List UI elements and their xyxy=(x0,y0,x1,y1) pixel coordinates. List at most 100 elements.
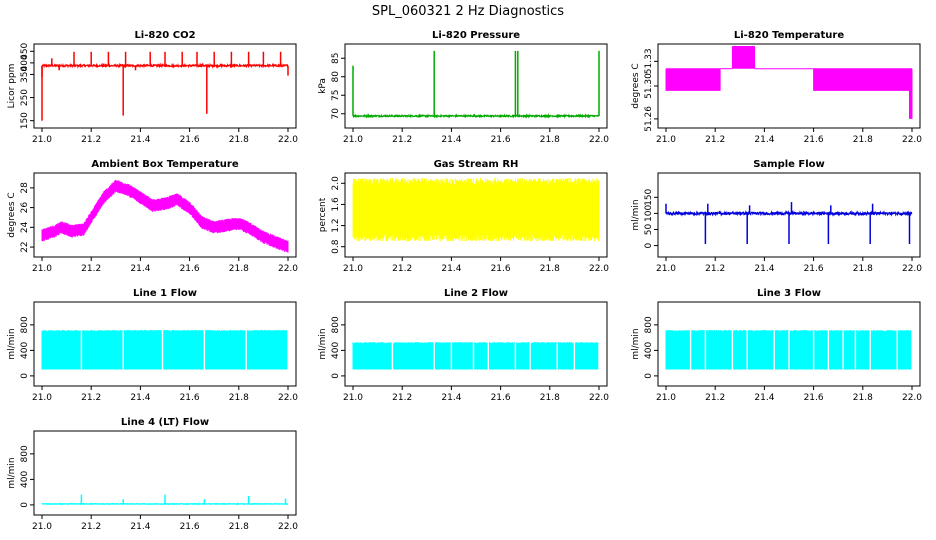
x-tick-label: 21.4 xyxy=(130,135,150,145)
y-tick-label: 51.30 xyxy=(644,73,654,99)
y-tick-label: 150 xyxy=(20,112,30,129)
x-tick-label: 21.2 xyxy=(705,393,725,403)
x-tick-label: 22.0 xyxy=(589,135,609,145)
x-tick-label: 21.2 xyxy=(392,393,412,403)
series-band xyxy=(41,330,288,370)
x-tick-label: 21.8 xyxy=(540,393,560,403)
y-axis-label: kPa xyxy=(318,78,328,94)
chart-panel: Li-820 Temperature 21.0 21.2 21.4 21.6 21.8 22… xyxy=(631,30,922,145)
y-tick-label: 100 xyxy=(644,205,654,222)
x-tick-label: 22.0 xyxy=(278,393,298,403)
x-tick-label: 21.4 xyxy=(130,264,150,274)
chart-panel: Line 4 (LT) Flow 21.0 21.2 21.4 21.6 21.8 22.0… xyxy=(7,417,298,532)
x-tick-label: 21.2 xyxy=(705,264,725,274)
x-tick-label: 21.2 xyxy=(705,135,725,145)
chart-panel: Li-820 CO2 21.0 21.2 21.4 21.6 21.8 22.0 150 250… xyxy=(7,30,298,145)
y-tick-label: 70 xyxy=(331,108,341,120)
x-tick-label: 21.0 xyxy=(343,393,363,403)
x-tick-label: 22.0 xyxy=(278,522,298,532)
x-tick-label: 21.8 xyxy=(540,135,560,145)
y-axis-label: Licor ppm xyxy=(7,64,17,109)
y-axis-label: ml/min xyxy=(631,199,641,230)
series-band xyxy=(352,178,600,242)
x-tick-label: 21.0 xyxy=(32,135,52,145)
chart-title: Line 4 (LT) Flow xyxy=(121,417,209,428)
y-axis-label: percent xyxy=(318,197,328,232)
chart-title: Li-820 Temperature xyxy=(734,30,844,41)
y-tick-label: 0.8 xyxy=(331,239,341,254)
x-tick-label: 22.0 xyxy=(589,393,609,403)
plot-frame xyxy=(33,430,297,516)
y-tick-label: 50 xyxy=(644,223,654,235)
y-tick-label: 26 xyxy=(20,202,30,214)
y-axis-label: ml/min xyxy=(7,457,17,488)
plot-frame xyxy=(344,301,608,387)
y-tick-label: 350 xyxy=(20,66,30,83)
x-tick-label: 21.0 xyxy=(656,393,676,403)
y-tick-label: 51.26 xyxy=(644,106,654,132)
series-band xyxy=(352,342,599,370)
series-segment xyxy=(731,46,756,69)
y-tick-label: 2.0 xyxy=(331,176,341,191)
x-tick-label: 21.8 xyxy=(853,135,873,145)
chart-title: Line 3 Flow xyxy=(757,288,821,299)
x-tick-label: 21.0 xyxy=(343,264,363,274)
chart-panel: Sample Flow 21.0 21.2 21.4 21.6 21.8 22.0 0 5010… xyxy=(631,159,922,274)
plot-frame xyxy=(344,172,608,258)
x-tick-label: 21.6 xyxy=(804,264,824,274)
x-tick-label: 21.6 xyxy=(180,522,200,532)
x-tick-label: 21.4 xyxy=(754,135,774,145)
data-series xyxy=(665,330,912,370)
x-tick-label: 21.4 xyxy=(441,264,461,274)
x-tick-label: 21.0 xyxy=(656,135,676,145)
series-segment xyxy=(665,68,721,91)
y-tick-label: 28 xyxy=(20,182,30,194)
chart-title: Line 1 Flow xyxy=(133,288,197,299)
series-line xyxy=(352,112,600,119)
y-axis-label: ml/min xyxy=(318,328,328,359)
x-tick-label: 21.2 xyxy=(81,264,101,274)
series-segment xyxy=(813,68,910,91)
x-tick-label: 21.8 xyxy=(853,393,873,403)
y-tick-label: 22 xyxy=(20,241,30,252)
x-tick-label: 21.6 xyxy=(491,135,511,145)
x-tick-label: 22.0 xyxy=(589,264,609,274)
x-tick-label: 21.4 xyxy=(441,393,461,403)
x-tick-label: 21.8 xyxy=(229,393,249,403)
y-tick-label: 250 xyxy=(20,89,30,106)
y-tick-label: 400 xyxy=(644,342,654,359)
x-tick-label: 21.0 xyxy=(343,135,363,145)
x-tick-label: 21.2 xyxy=(392,135,412,145)
chart-title: Li-820 CO2 xyxy=(134,30,195,41)
y-tick-label: 400 xyxy=(20,342,30,359)
y-tick-label: 85 xyxy=(331,53,341,64)
y-axis-label: degrees C xyxy=(7,192,17,237)
x-tick-label: 21.0 xyxy=(656,264,676,274)
y-axis-label: degrees C xyxy=(631,63,641,108)
x-tick-label: 21.0 xyxy=(32,264,52,274)
series-segment xyxy=(909,68,913,119)
x-tick-label: 21.4 xyxy=(130,522,150,532)
chart-title: Ambient Box Temperature xyxy=(91,159,238,170)
x-tick-label: 22.0 xyxy=(278,264,298,274)
chart-panel: Line 1 Flow 21.0 21.2 21.4 21.6 21.8 22.0 0 400 8… xyxy=(7,288,298,403)
data-series xyxy=(41,51,289,121)
x-tick-label: 21.8 xyxy=(229,135,249,145)
y-tick-label: 450 xyxy=(20,42,30,59)
plot-frame xyxy=(657,172,921,258)
y-tick-label: 0 xyxy=(644,242,654,248)
y-tick-label: 400 xyxy=(20,471,30,488)
x-tick-label: 21.0 xyxy=(32,393,52,403)
x-tick-label: 21.4 xyxy=(754,393,774,403)
y-tick-label: 1.6 xyxy=(331,197,341,212)
data-series xyxy=(665,202,913,244)
y-tick-label: 800 xyxy=(644,316,654,333)
x-tick-label: 21.0 xyxy=(32,522,52,532)
y-axis-label: ml/min xyxy=(631,328,641,359)
data-series xyxy=(41,179,289,253)
x-tick-label: 21.6 xyxy=(804,393,824,403)
y-tick-label: 400 xyxy=(20,54,30,71)
x-tick-label: 21.8 xyxy=(853,264,873,274)
x-tick-label: 21.2 xyxy=(392,264,412,274)
